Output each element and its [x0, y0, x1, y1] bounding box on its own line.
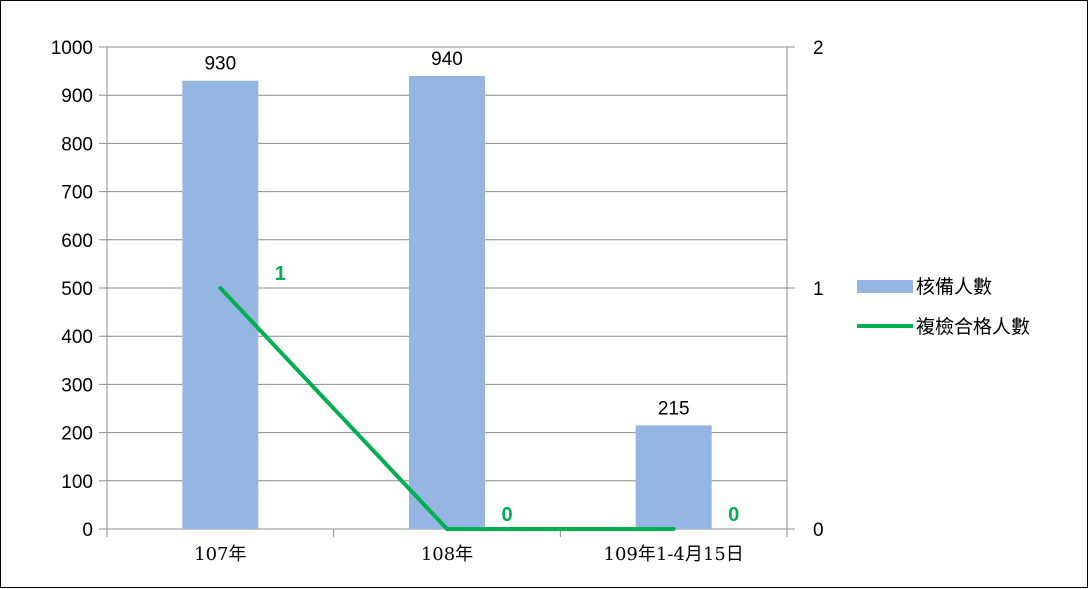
bar-data-label: 940 — [431, 49, 463, 70]
left-axis-tick-label: 900 — [61, 86, 93, 107]
left-axis-tick-label: 300 — [61, 375, 93, 396]
right-axis-tick-label: 1 — [813, 279, 824, 300]
bar — [182, 80, 259, 530]
legend-swatch-bar — [857, 280, 913, 293]
line-data-label: 0 — [501, 504, 512, 526]
bar — [409, 75, 485, 530]
left-axis-tick-label: 500 — [61, 279, 93, 300]
left-axis-tick-label: 200 — [61, 424, 93, 445]
left-axis-tick-label: 400 — [61, 327, 93, 348]
legend-label: 複檢合格人數 — [916, 316, 1030, 338]
x-axis-category-label: 107年 — [194, 544, 246, 565]
line-data-label: 0 — [728, 504, 739, 526]
x-axis-category-label: 108年 — [421, 544, 473, 565]
left-axis-tick-label: 1000 — [51, 38, 93, 59]
left-axis-tick-label: 600 — [61, 231, 93, 252]
left-axis-tick-label: 800 — [61, 134, 93, 155]
right-axis-tick-label: 2 — [813, 38, 824, 59]
bar-data-label: 930 — [204, 54, 236, 75]
left-axis-tick-label: 0 — [82, 520, 93, 541]
line-series — [218, 286, 676, 531]
bar — [635, 425, 712, 529]
x-axis-category-label: 109年1-4月15日 — [604, 544, 744, 565]
left-axis-tick-label: 100 — [61, 472, 93, 493]
line-data-label: 1 — [275, 263, 286, 285]
legend-label: 核備人數 — [916, 276, 992, 298]
left-axis-tick-label: 700 — [61, 183, 93, 204]
right-axis-tick-label: 0 — [813, 520, 824, 541]
bar-data-label: 215 — [658, 398, 690, 419]
